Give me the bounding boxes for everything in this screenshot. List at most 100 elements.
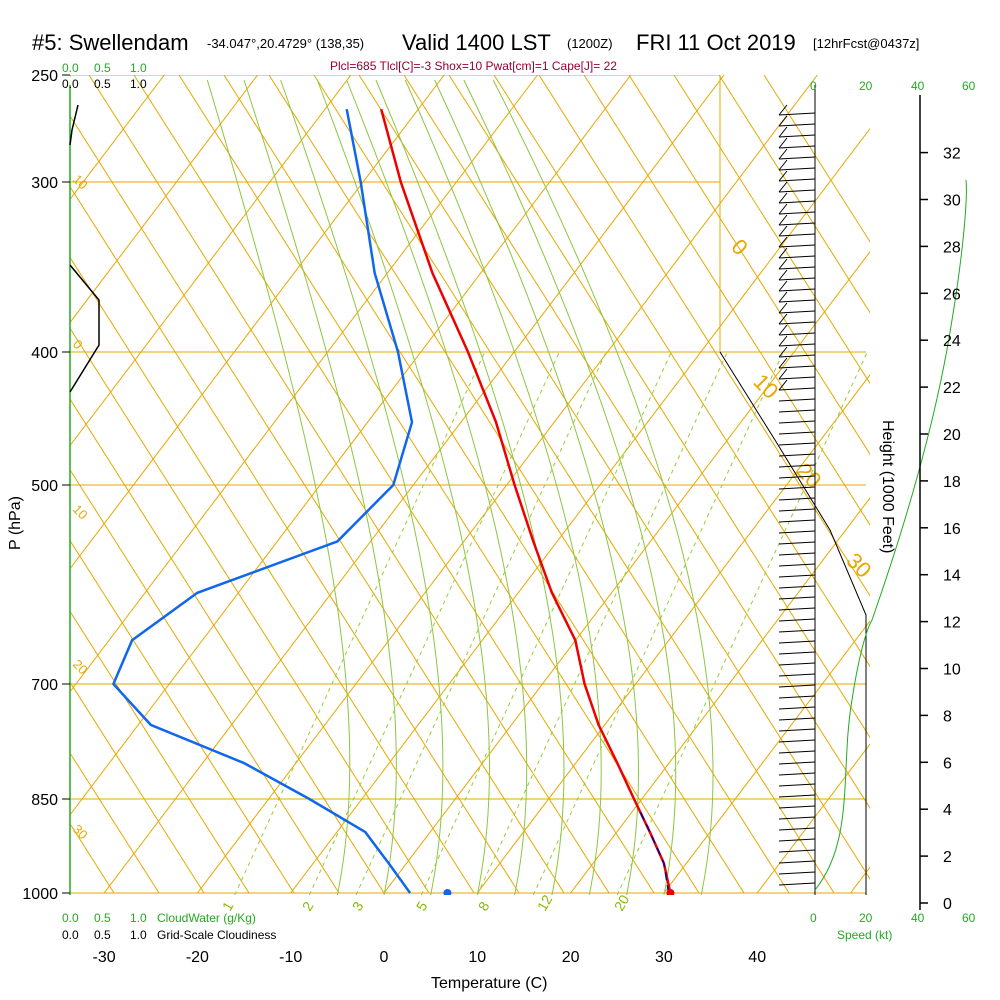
wind-barb bbox=[778, 431, 816, 435]
surface-temperature-dot bbox=[666, 889, 675, 895]
height-tick-label: 14 bbox=[943, 568, 961, 585]
wind-barb bbox=[778, 640, 816, 644]
cloud-top-tick-0: 0.0 bbox=[62, 77, 79, 91]
mixing-ratio-line bbox=[476, 351, 728, 895]
mixing-ratio-lines bbox=[234, 351, 868, 895]
wind-barb bbox=[778, 145, 816, 149]
isotherm-line bbox=[70, 75, 445, 570]
adiabat-label: 10 bbox=[70, 502, 91, 523]
wind-barb bbox=[778, 783, 816, 787]
cloud-bottom-tick-2: 1.0 bbox=[130, 928, 147, 942]
height-tick-label: 26 bbox=[943, 286, 961, 303]
wind-barb-flag bbox=[778, 225, 788, 237]
dry-adiabat-line bbox=[70, 539, 295, 894]
surface-dewpoint-dot bbox=[443, 889, 452, 895]
wind-barb bbox=[778, 255, 816, 259]
wind-barb-flag bbox=[778, 258, 788, 270]
isotherm-line bbox=[103, 75, 725, 894]
wind-barb-flag bbox=[778, 313, 788, 325]
isotherm-line bbox=[383, 250, 870, 894]
wind-barb bbox=[778, 596, 816, 600]
wind-barb bbox=[778, 156, 816, 160]
wind-barb-flag bbox=[778, 137, 788, 149]
moist-adiabat-curve bbox=[434, 79, 639, 895]
dry-adiabat-line bbox=[70, 185, 520, 894]
moist-adiabat-curve bbox=[463, 79, 677, 895]
wind-barb bbox=[778, 618, 816, 622]
speed-bottom-tick-3: 60 bbox=[962, 911, 976, 925]
wind-barb bbox=[778, 816, 816, 820]
dry-adiabat-line bbox=[538, 75, 870, 597]
wind-barb bbox=[778, 717, 816, 721]
wind-barb bbox=[778, 772, 816, 776]
wind-barb bbox=[778, 200, 816, 204]
wind-barb bbox=[778, 178, 816, 182]
isotherm-line bbox=[70, 75, 632, 816]
wind-barb bbox=[778, 871, 816, 875]
temperature-tick-label: 10 bbox=[468, 949, 486, 966]
wind-barb-flag bbox=[778, 368, 788, 380]
wind-barb bbox=[778, 574, 816, 578]
height-tick-label: 18 bbox=[943, 474, 961, 491]
dry-adiabat-line bbox=[358, 75, 870, 880]
wind-barb bbox=[778, 805, 816, 809]
height-tick-label: 10 bbox=[943, 662, 961, 679]
temperature-axis-label: Temperature (C) bbox=[431, 975, 547, 992]
temperature-profile bbox=[379, 108, 672, 894]
pressure-tick-label: 250 bbox=[31, 68, 58, 85]
isotherm-line bbox=[70, 75, 258, 324]
adiabat-label: 10 bbox=[70, 172, 91, 193]
wind-barb-flag bbox=[778, 214, 788, 226]
dry-adiabat-line bbox=[223, 75, 745, 894]
dry-adiabat-line bbox=[70, 398, 385, 894]
wind-barb-flag bbox=[778, 269, 788, 281]
isotherm-line bbox=[756, 743, 870, 894]
wind-barb bbox=[778, 882, 816, 886]
wind-barb bbox=[778, 750, 816, 754]
wind-barb bbox=[778, 299, 816, 303]
wind-barb bbox=[778, 365, 816, 369]
cloud-top-tick-1: 0.5 bbox=[94, 77, 111, 91]
height-tick-label: 22 bbox=[943, 380, 961, 397]
wind-barb bbox=[778, 321, 816, 325]
wind-barb bbox=[778, 376, 816, 380]
zulu-time: (1200Z) bbox=[567, 36, 613, 51]
wind-barb-flag bbox=[778, 203, 788, 215]
wind-barb bbox=[778, 629, 816, 633]
wind-barb bbox=[778, 222, 816, 226]
wind-barb-flag bbox=[778, 192, 788, 204]
mixing-ratio-label: 2 bbox=[299, 899, 317, 914]
wind-panel bbox=[719, 85, 967, 895]
cloud-bottom-tick-green-0: 0.0 bbox=[62, 911, 79, 925]
temperature-tick-label: 30 bbox=[655, 949, 673, 966]
dry-adiabat-line bbox=[403, 75, 870, 809]
wind-barb bbox=[778, 684, 816, 688]
wind-barb bbox=[778, 486, 816, 490]
temperature-ticks: -30 -20 -10 0 10 20 30 40 bbox=[93, 949, 767, 966]
isotherm-line bbox=[70, 75, 538, 693]
wind-barb bbox=[778, 398, 816, 402]
wind-barb bbox=[778, 552, 816, 556]
moist-adiabat-curve bbox=[280, 79, 444, 895]
height-tick-label: 20 bbox=[943, 427, 961, 444]
cloudiness-label: Grid-Scale Cloudiness bbox=[157, 928, 276, 942]
speed-top-tick-3: 60 bbox=[962, 79, 976, 93]
dry-adiabat-line bbox=[493, 75, 870, 668]
wind-barb bbox=[778, 211, 816, 215]
cloud-top-tick-2: 1.0 bbox=[130, 77, 147, 91]
wind-barb-flag bbox=[778, 335, 788, 347]
moist-adiabats bbox=[206, 79, 714, 895]
height-tick-label: 2 bbox=[943, 849, 952, 866]
height-tick-label: 30 bbox=[943, 193, 961, 210]
wind-barb bbox=[778, 343, 816, 347]
mixing-ratio-line bbox=[420, 351, 672, 895]
wind-barb bbox=[778, 508, 816, 512]
temperature-tick-label: -10 bbox=[279, 949, 302, 966]
speed-axis-label: Speed (kt) bbox=[837, 928, 892, 942]
dry-adiabat-line bbox=[313, 75, 835, 894]
mixing-ratio-label: 5 bbox=[413, 899, 431, 914]
height-tick-label: 32 bbox=[943, 146, 961, 163]
wind-barb bbox=[778, 134, 816, 138]
cloud-bottom-tick-green-2: 1.0 bbox=[130, 911, 147, 925]
dry-adiabat-line bbox=[70, 610, 250, 894]
